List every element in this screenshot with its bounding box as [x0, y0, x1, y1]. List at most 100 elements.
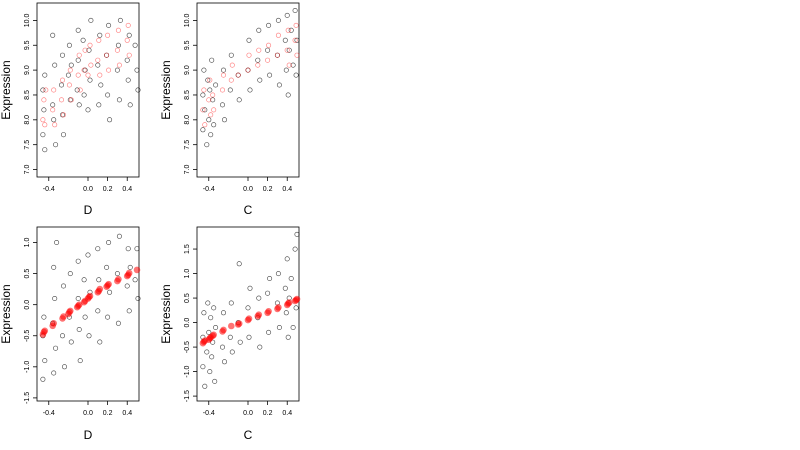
data-point	[95, 246, 101, 252]
data-point	[245, 67, 251, 73]
y-tick-label: 1.0	[24, 238, 31, 248]
y-tick-label: 8.5	[24, 90, 31, 100]
data-point	[284, 47, 290, 53]
data-point	[105, 32, 111, 38]
data-point	[106, 22, 112, 28]
data-point	[220, 102, 226, 108]
data-point	[67, 97, 73, 103]
data-point	[51, 117, 57, 123]
data-point	[68, 339, 74, 345]
data-point	[96, 285, 104, 293]
panel-bottom-left: -0.4 0.0 0.2 0.4 -1.5 -1.0 -0.5 0.0 0.5 1.0 D Expre…	[0, 226, 141, 442]
data-point	[54, 240, 60, 246]
data-point	[104, 52, 110, 58]
data-point	[227, 334, 233, 340]
data-point	[292, 8, 298, 14]
data-point	[294, 37, 300, 43]
data-point	[65, 72, 71, 78]
data-point	[229, 349, 235, 355]
data-point	[207, 369, 213, 375]
data-point	[228, 322, 235, 330]
data-point	[290, 324, 296, 330]
data-point	[117, 17, 123, 23]
data-point	[132, 277, 138, 283]
data-point	[208, 132, 214, 138]
y-tick-label: -1.0	[184, 365, 191, 377]
x-tick-label: 0.0	[243, 410, 253, 417]
data-point	[116, 62, 122, 68]
data-point	[60, 313, 67, 320]
x-tick-label: 0.2	[263, 410, 273, 417]
data-point	[125, 77, 131, 83]
data-point	[265, 47, 271, 53]
data-point	[75, 301, 83, 309]
data-point	[53, 142, 59, 148]
y-tick-label: -0.5	[24, 330, 31, 342]
data-point	[206, 117, 212, 123]
data-point	[127, 102, 133, 108]
data-point	[51, 87, 57, 93]
data-point	[207, 77, 213, 83]
data-point	[266, 329, 272, 335]
data-point	[206, 97, 212, 103]
data-point	[85, 252, 91, 258]
data-point	[88, 62, 94, 68]
x-tick-label: 0.0	[243, 186, 253, 193]
x-axis-title: C	[244, 203, 253, 217]
plot-frame	[196, 226, 300, 402]
data-point	[220, 87, 226, 93]
data-point	[40, 117, 46, 123]
data-point	[276, 324, 282, 330]
data-point	[284, 256, 290, 262]
data-point	[41, 314, 47, 320]
data-point	[275, 17, 281, 23]
x-tick-label: 0.4	[282, 186, 292, 193]
data-point	[256, 47, 262, 53]
data-point	[294, 52, 300, 58]
x-axis-title: C	[244, 428, 253, 442]
data-point	[124, 37, 130, 43]
data-point	[52, 295, 58, 301]
data-point	[53, 345, 59, 351]
data-point	[59, 52, 65, 58]
data-point	[52, 122, 58, 128]
data-point	[293, 72, 299, 78]
series-1	[39, 266, 141, 338]
data-point	[88, 17, 94, 23]
data-point	[42, 122, 48, 128]
data-point	[200, 364, 206, 370]
y-tick-label: 1.5	[184, 244, 191, 254]
data-point	[213, 82, 219, 88]
data-point	[41, 97, 47, 103]
data-point	[106, 240, 112, 246]
data-point	[266, 42, 272, 48]
data-point	[275, 304, 282, 311]
data-point	[85, 72, 91, 78]
data-point	[135, 295, 141, 301]
data-point	[75, 57, 81, 63]
series-0	[40, 233, 141, 382]
data-point	[82, 314, 88, 320]
y-tick-label: 8.0	[184, 115, 191, 125]
data-point	[66, 82, 72, 88]
data-point	[210, 92, 216, 98]
data-point	[40, 87, 46, 93]
data-point	[127, 264, 133, 270]
data-point	[255, 62, 261, 68]
data-point	[275, 271, 281, 277]
data-point	[96, 37, 102, 43]
y-tick-label: 0.5	[184, 293, 191, 303]
y-tick-label: -1.0	[24, 361, 31, 373]
data-point	[227, 87, 233, 93]
data-point	[81, 277, 87, 283]
data-point	[107, 117, 113, 123]
data-point	[211, 305, 217, 311]
data-point	[95, 308, 101, 314]
data-point	[265, 57, 271, 63]
data-point	[77, 358, 83, 364]
data-point	[274, 52, 280, 58]
data-point	[105, 92, 111, 98]
data-point	[235, 320, 243, 327]
data-point	[67, 271, 73, 277]
data-point	[82, 67, 88, 73]
